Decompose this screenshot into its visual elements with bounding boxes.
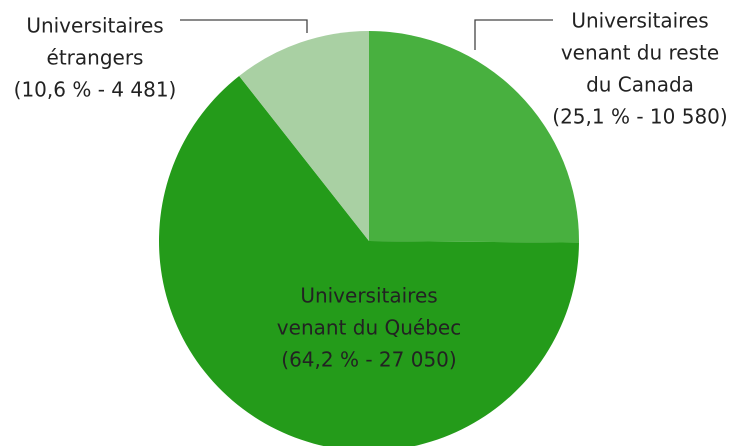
value-label: (10,6 % - 4 481) [14,78,177,102]
slice-label: Universitaires [26,14,163,38]
value-label: (64,2 % - 27 050) [281,348,456,372]
value-label: (25,1 % - 10 580) [552,105,727,129]
pie-slice [159,75,579,446]
slice-label: du Canada [586,73,694,97]
pie-slice [239,31,369,241]
slice-label: étrangers [47,46,144,70]
pie-slice [369,31,579,243]
slice-label: Universitaires [571,9,708,33]
slice-label: venant du reste [561,41,719,65]
slice-label: Universitaires [300,284,437,308]
leader-line [180,19,308,33]
slice-label: venant du Québec [277,316,461,340]
leader-line [474,19,553,50]
